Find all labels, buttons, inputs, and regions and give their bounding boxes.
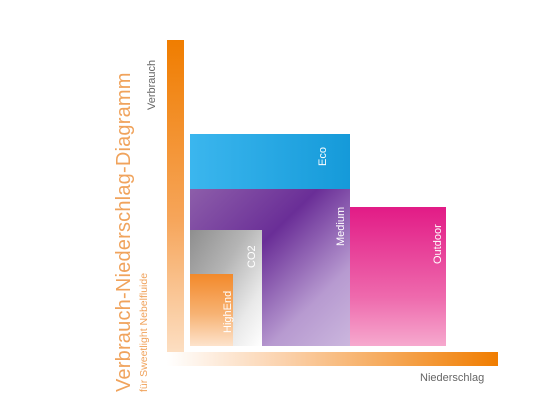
eco-region <box>190 134 350 189</box>
highend-region <box>190 274 233 346</box>
diagram-title: Verbrauch-Niederschlag-Diagramm <box>113 72 135 392</box>
outdoor-region <box>349 207 446 346</box>
diagram-subtitle: für Sweetlight Nebelfluide <box>138 272 150 392</box>
medium-label: Medium <box>335 206 347 246</box>
diagram-title-block: Verbrauch-Niederschlag-Diagramm für Swee… <box>113 72 150 392</box>
y-axis-bar <box>167 40 184 365</box>
outdoor-label: Outdoor <box>432 224 444 264</box>
x-axis-bar <box>167 352 498 366</box>
eco-label: Eco <box>317 147 329 166</box>
co2-label: CO2 <box>246 245 258 268</box>
highend-label: HighEnd <box>222 290 234 333</box>
x-axis-label: Niederschlag <box>420 372 485 384</box>
y-axis-label: Verbrauch <box>146 59 158 110</box>
